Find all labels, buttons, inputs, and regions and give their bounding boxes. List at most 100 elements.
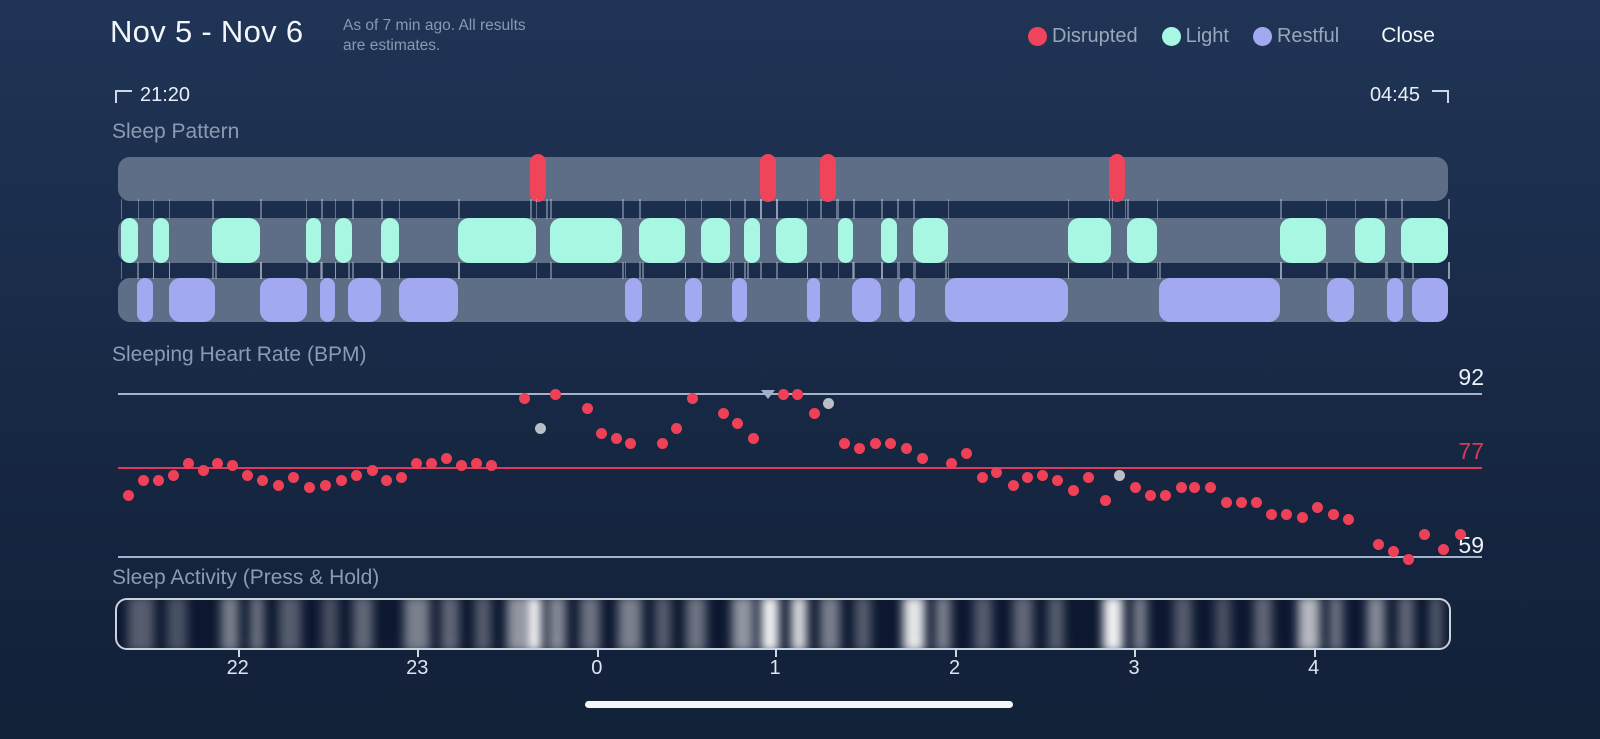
- sleep-segment-disrupted: [530, 154, 547, 202]
- segment-connector-line: [1280, 262, 1282, 279]
- hr-dot: [838, 437, 850, 449]
- segment-connector-line: [700, 262, 703, 279]
- section-title-sleep-pattern: Sleep Pattern: [112, 120, 240, 143]
- segment-connector-line: [168, 262, 171, 279]
- segment-connector-line: [622, 199, 624, 219]
- hr-dot: [1250, 497, 1262, 509]
- hr-dot: [152, 474, 164, 486]
- range-start-icon: [115, 90, 132, 103]
- segment-connector-line: [381, 262, 383, 279]
- sleep-activity-bar[interactable]: [115, 598, 1451, 650]
- hr-dot: [916, 452, 928, 464]
- sleep-segment-restful: [1326, 278, 1354, 322]
- segment-connector-line: [1111, 199, 1113, 219]
- segment-connector-line: [530, 199, 532, 219]
- hr-dot: [1296, 511, 1308, 523]
- segment-connector-line: [820, 199, 822, 219]
- activity-streak: [353, 600, 374, 648]
- segment-connector-line: [1353, 262, 1356, 279]
- hr-dot: [808, 408, 820, 420]
- sleep-segment-light: [1067, 218, 1112, 263]
- hr-dot: [990, 467, 1002, 479]
- hour-label: 4: [1308, 657, 1320, 679]
- restful-sleep-track: [118, 278, 1448, 322]
- track-connector-layer-lower: [118, 262, 1450, 279]
- segment-connector-line: [550, 262, 552, 279]
- hr-dot: [1402, 553, 1414, 565]
- segment-connector-line: [776, 199, 778, 219]
- segment-connector-line: [260, 262, 262, 279]
- hour-label: 2: [949, 657, 961, 679]
- segment-connector-line: [120, 262, 123, 279]
- segment-connector-line: [1127, 262, 1129, 279]
- hr-dot: [366, 464, 378, 476]
- segment-connector-line: [776, 199, 778, 219]
- segment-connector-line: [897, 199, 899, 219]
- segment-connector-line: [913, 262, 915, 279]
- segment-connector-line: [136, 262, 139, 279]
- sleep-segment-light: [1354, 218, 1386, 263]
- sleep-segment-restful: [806, 278, 821, 322]
- segment-connector-line: [152, 199, 155, 219]
- hr-dot: [485, 460, 497, 472]
- activity-streak: [790, 600, 807, 648]
- segment-connector-line: [212, 262, 214, 279]
- segment-connector-line: [881, 262, 883, 279]
- legend: Disrupted Light Restful Close: [1028, 18, 1441, 54]
- hr-dot: [1265, 509, 1277, 521]
- close-button[interactable]: Close: [1375, 23, 1441, 49]
- header-subtitle: As of 7 min ago. All results are estimat…: [343, 16, 526, 56]
- activity-streak: [249, 600, 264, 648]
- segment-connector-line: [732, 262, 734, 279]
- sleep-segment-light: [913, 218, 948, 263]
- segment-connector-line: [458, 199, 460, 219]
- segment-connector-line: [729, 262, 732, 279]
- hr-dot: [1067, 484, 1079, 496]
- activity-streak: [934, 600, 951, 648]
- hour-label: 1: [769, 657, 781, 679]
- hr-dot: [1007, 479, 1019, 491]
- segment-connector-line: [458, 262, 460, 279]
- segment-connector-line: [1280, 262, 1282, 279]
- sleep-segment-restful: [898, 278, 915, 322]
- segment-connector-line: [897, 262, 899, 279]
- activity-streak: [1012, 600, 1033, 648]
- segment-connector-line: [913, 199, 915, 219]
- hr-dot: [455, 460, 467, 472]
- segment-connector-line: [945, 262, 947, 279]
- segment-connector-line: [1326, 262, 1329, 279]
- segment-connector-line: [776, 262, 778, 279]
- segment-connector-line: [212, 199, 214, 219]
- segment-connector-line: [1159, 262, 1161, 279]
- segment-connector-line: [760, 262, 762, 279]
- segment-connector-line: [168, 199, 171, 219]
- home-indicator[interactable]: [585, 701, 1013, 708]
- hr-dot: [335, 474, 347, 486]
- hr-dot: [395, 472, 407, 484]
- activity-streak: [1328, 600, 1343, 648]
- hr-dot: [1159, 489, 1171, 501]
- segment-connector-line: [550, 199, 552, 219]
- hour-tick: [954, 648, 957, 657]
- segment-connector-line: [1156, 199, 1159, 219]
- hr-dot: [1437, 543, 1449, 555]
- segment-connector-line: [684, 262, 687, 279]
- segment-connector-line: [622, 262, 624, 279]
- segment-connector-line: [837, 199, 840, 219]
- hr-dot: [853, 442, 865, 454]
- hr-dot: [670, 423, 682, 435]
- hour-tick: [1134, 648, 1137, 657]
- hr-dot: [182, 457, 194, 469]
- segment-connector-line: [947, 199, 950, 219]
- hour-label: 3: [1128, 657, 1140, 679]
- activity-streak: [506, 600, 527, 648]
- sleep-segment-restful: [732, 278, 748, 322]
- activity-streak: [1048, 600, 1065, 648]
- hr-max-label: 92: [1458, 364, 1484, 390]
- segment-connector-line: [1448, 262, 1450, 279]
- hr-dot: [960, 447, 972, 459]
- segment-connector-line: [352, 199, 354, 219]
- hr-dot: [303, 482, 315, 494]
- hr-dot: [777, 388, 789, 400]
- segment-connector-line: [700, 199, 703, 219]
